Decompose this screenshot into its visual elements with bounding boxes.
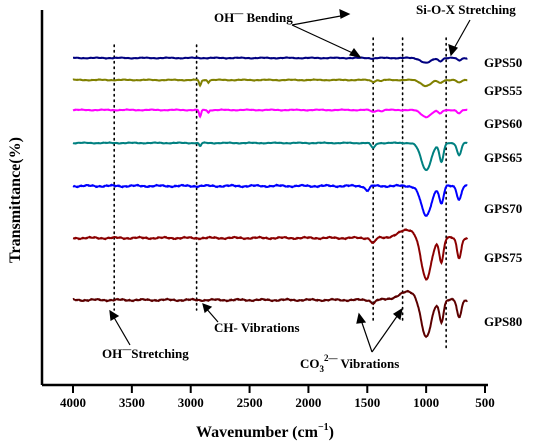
series-line-gps70	[72, 183, 468, 217]
series-label-gps60: GPS60	[484, 116, 522, 131]
arrow-oh-stretching	[111, 313, 131, 346]
series-line-gps65	[72, 141, 468, 172]
annotation-oh-stretching: OH—Stretching	[102, 344, 189, 361]
x-axis-title: Wavenumber (cm−1)	[196, 422, 334, 441]
annotation-co3: CO32— Vibrations	[300, 353, 399, 374]
arrow-oh-bending-right	[291, 14, 347, 26]
x-tick-label-1500: 1500	[354, 395, 380, 410]
y-axis-title: Transmittance(%)	[7, 137, 24, 263]
arrowhead-oh-bending-left	[349, 47, 362, 58]
arrowhead-sioxx	[448, 44, 459, 57]
x-tick-label-3500: 3500	[119, 395, 145, 410]
series-line-gps50	[73, 56, 468, 64]
series-label-gps50: GPS50	[484, 55, 522, 70]
annotation-sioxx: Si-O-X Stretching	[416, 2, 516, 17]
series-line-gps55	[72, 78, 468, 88]
series-label-gps55: GPS55	[484, 83, 523, 98]
marker-lines	[113, 37, 447, 349]
x-tick-label-500: 500	[475, 395, 495, 410]
series-label-gps65: GPS65	[484, 150, 523, 165]
arrow-co3-left	[371, 311, 401, 353]
series-label-gps70: GPS70	[484, 201, 522, 216]
series-label-gps80: GPS80	[484, 314, 522, 329]
arrowhead-co3-left	[392, 307, 403, 321]
arrow-oh-bending-left	[291, 24, 358, 56]
annotation-oh-bending: OH— Bending	[214, 8, 293, 25]
series-line-gps75	[72, 228, 469, 281]
arrowhead-co3-right	[356, 312, 367, 324]
annotation-arrows	[109, 9, 471, 353]
arrowhead-oh-bending-right	[339, 9, 351, 19]
x-tick-label-1000: 1000	[413, 395, 439, 410]
x-tick-label-2500: 2500	[237, 395, 263, 410]
series-labels: GPS50 GPS55 GPS60 GPS65 GPS70 GPS75 GPS80	[484, 55, 523, 329]
arrowhead-oh-stretching	[109, 309, 120, 321]
x-tick-label-2000: 2000	[295, 395, 321, 410]
annotation-ch: CH- Vibrations	[214, 320, 300, 335]
series-line-gps60	[72, 108, 468, 119]
series-group	[72, 56, 469, 339]
series-line-gps80	[72, 289, 468, 339]
x-tick-label-3000: 3000	[178, 395, 204, 410]
x-tick-label-4000: 4000	[60, 395, 86, 410]
x-ticks: 4000 3500 3000 2500 2000 1500 1000 500	[60, 385, 495, 410]
series-label-gps75: GPS75	[484, 250, 523, 265]
arrowhead-ch	[202, 303, 213, 314]
